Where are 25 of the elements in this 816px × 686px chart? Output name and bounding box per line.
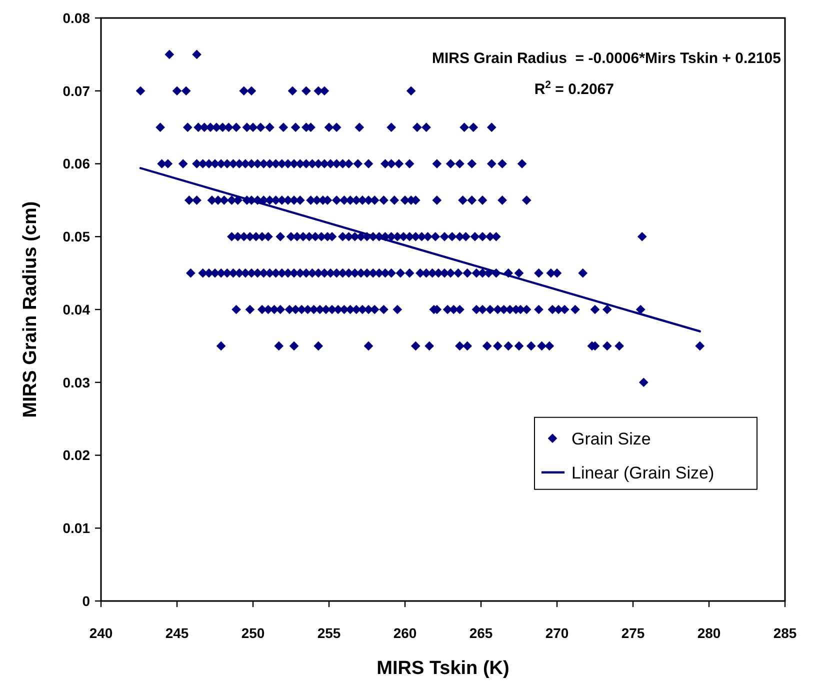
legend-label: Linear (Grain Size): [572, 463, 714, 482]
y-tick-label: 0.08: [62, 10, 90, 26]
y-tick-label: 0.05: [62, 228, 90, 245]
x-tick-label: 260: [393, 625, 417, 641]
x-tick-label: 285: [773, 625, 797, 641]
x-axis-title: MIRS Tskin (K): [376, 658, 510, 679]
x-tick-label: 265: [469, 625, 493, 641]
annotation: R$^{2}$ = 0.2067: [534, 79, 614, 98]
y-tick-label: 0.02: [62, 447, 90, 464]
y-tick-label: 0.07: [62, 82, 90, 99]
y-tick-label: 0.01: [62, 520, 90, 536]
x-tick-label: 245: [165, 625, 189, 641]
x-tick-label: 250: [241, 625, 265, 641]
y-axis-title: MIRS Grain Radius (cm): [20, 201, 41, 418]
annotation: MIRS Grain Radius = -0.0006*Mirs Tskin + 0.2105: [432, 50, 781, 67]
x-tick-label: 270: [545, 625, 569, 641]
x-tick-label: 240: [89, 625, 113, 641]
y-tick-label: 0: [82, 592, 90, 609]
y-tick-label: 0.04: [62, 301, 90, 318]
x-tick-label: 255: [317, 625, 341, 641]
x-tick-label: 275: [621, 625, 645, 641]
x-tick-label: 280: [697, 625, 721, 641]
y-tick-label: 0.06: [62, 156, 90, 172]
y-tick-label: 0.03: [62, 374, 90, 390]
legend-label: Grain Size: [572, 429, 651, 448]
